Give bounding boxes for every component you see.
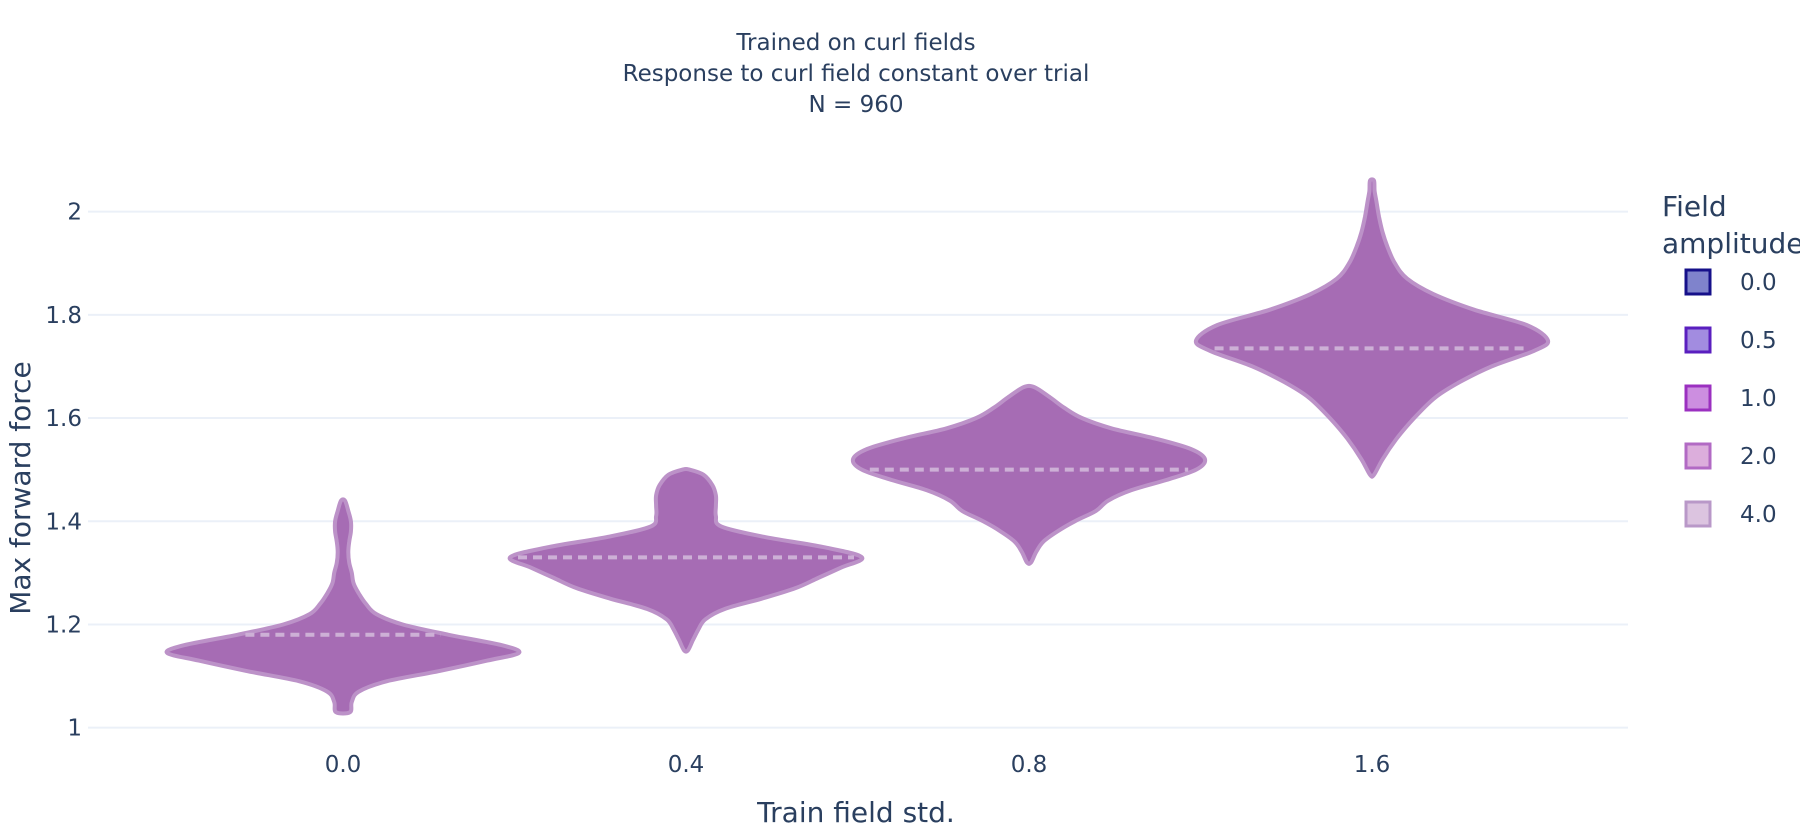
y-tick-label: 2 — [67, 200, 82, 226]
y-tick-label: 1.6 — [45, 406, 82, 432]
y-tick-label: 1.8 — [45, 303, 82, 329]
violin-0.8 — [850, 383, 1208, 566]
violin-0.0 — [164, 497, 522, 716]
x-tick-labels: 0.0 0.4 0.8 1.6 — [325, 752, 1391, 778]
violin-0.4 — [507, 467, 865, 654]
legend-label: 1.0 — [1740, 386, 1777, 412]
title-line: N = 960 — [809, 92, 904, 118]
y-tick-label: 1.2 — [45, 612, 82, 638]
title-line: Trained on curl fields — [735, 30, 975, 56]
legend-swatch — [1684, 326, 1712, 354]
legend-title: amplitude — [1662, 227, 1800, 260]
legend-label: 4.0 — [1740, 502, 1777, 528]
legend-title: Field — [1662, 190, 1727, 223]
legend-swatch — [1684, 384, 1712, 412]
legend-swatch — [1684, 268, 1712, 296]
violin-1.6 — [1193, 177, 1551, 479]
x-axis-title: Train field std. — [756, 796, 955, 829]
y-axis-title: Max forward force — [4, 361, 37, 615]
chart-title: Trained on curl fields Response to curl f… — [623, 30, 1090, 118]
legend-label: 2.0 — [1740, 444, 1777, 470]
violins — [164, 177, 1551, 716]
y-tick-label: 1.4 — [45, 509, 82, 535]
legend-swatch — [1684, 442, 1712, 470]
y-tick-labels: 1 1.2 1.4 1.6 1.8 2 — [45, 200, 82, 742]
title-line: Response to curl field constant over tri… — [623, 61, 1090, 87]
x-tick-label: 0.8 — [1011, 752, 1048, 778]
legend: Field amplitude 0.0 0.5 1.0 2.0 4.0 — [1662, 190, 1800, 528]
x-tick-label: 1.6 — [1354, 752, 1391, 778]
legend-label: 0.0 — [1740, 270, 1777, 296]
y-tick-label: 1 — [67, 716, 82, 742]
legend-swatch — [1684, 500, 1712, 528]
x-tick-label: 0.4 — [668, 752, 705, 778]
legend-label: 0.5 — [1740, 328, 1777, 354]
x-tick-label: 0.0 — [325, 752, 362, 778]
